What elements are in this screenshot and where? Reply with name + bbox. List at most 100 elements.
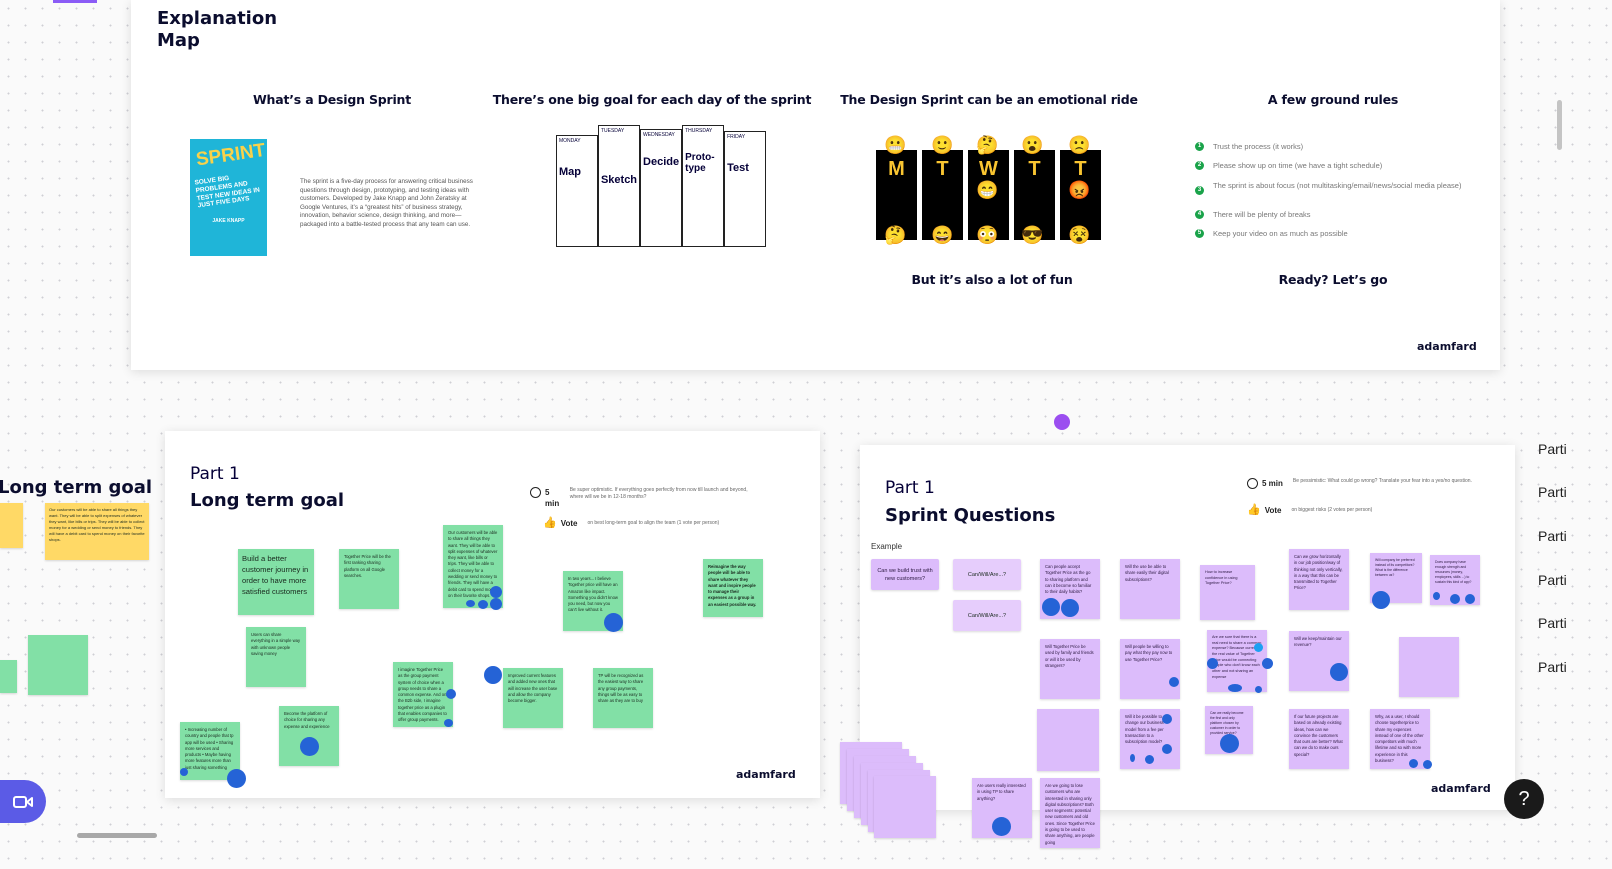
sticky-note[interactable]: Will the use be able to share easily the… (1120, 559, 1180, 619)
frame-part-label: Part 1 (885, 478, 935, 498)
sticky-note[interactable]: Will we keep/maintain our revenue? (1289, 631, 1349, 691)
example-sticky[interactable]: Can we build trust with new customers? (871, 559, 939, 590)
vote-dot (466, 600, 475, 607)
vote-dot (1220, 734, 1239, 753)
vote-dot (1162, 714, 1172, 724)
sprint-description: The sprint is a five-day process for ans… (300, 178, 473, 228)
sticky-note[interactable]: Our customers will be able to share all … (443, 525, 503, 608)
vote-dot (1169, 677, 1179, 687)
sprint-book-cover: SPRINT SOLVE BIG PROBLEMS AND TEST NEW I… (190, 139, 267, 256)
vote-dot (1061, 599, 1079, 617)
sticky-note[interactable] (1037, 709, 1099, 771)
vote-dot (227, 769, 246, 788)
vote-dot (1145, 755, 1154, 764)
heading-fun: But it’s also a lot of fun (911, 272, 1073, 287)
number-badge-1: 1 (1195, 142, 1204, 151)
partial-frame-label: Parti (1538, 441, 1567, 457)
sticky-note[interactable]: Together Price will be the first ranking… (339, 549, 399, 609)
heading-daily-goals: There’s one big goal for each day of the… (492, 92, 812, 107)
sticky-note[interactable]: TP will be recognized as the easiest way… (593, 668, 653, 728)
number-badge-5: 5 (1195, 229, 1204, 238)
partial-frame-title: Long term goal (0, 477, 153, 498)
sticky-note[interactable]: Improved current features and added new … (503, 668, 563, 728)
sticky-note[interactable]: Users can share everything in a simple w… (246, 627, 306, 687)
sticky-note[interactable]: Will Together Price be used by family an… (1040, 639, 1100, 699)
vote-dot (1330, 663, 1348, 681)
vote-dot (1433, 592, 1440, 600)
sticky-note[interactable]: Become the platform of choice for sharin… (279, 706, 339, 766)
daily-goals-sketch: MONDAY Map TUESDAY Sketch WEDNESDAY Decide … (556, 125, 767, 247)
rule-5: 5 Keep your video on as much as possible (1195, 229, 1465, 239)
vote-dot (1207, 658, 1218, 669)
vote-dot (490, 598, 502, 610)
vote-dot (300, 737, 319, 756)
sticky-note[interactable]: Will people be willing to pay what they … (1120, 639, 1180, 699)
frame-part-label: Part 1 (190, 464, 240, 484)
frame-title: Sprint Questions (885, 505, 1056, 526)
vote-instruction: 👍 Vote on biggest risks (2 votes per perso… (1247, 503, 1372, 518)
sticky-note[interactable]: Build a better customer journey in order… (238, 549, 314, 615)
explanation-map-frame[interactable]: Explanation Map What’s a Design Sprint Th… (131, 0, 1500, 370)
vote-dot (1423, 760, 1432, 769)
partial-frame-label: Parti (1538, 484, 1567, 500)
vote-dot (446, 689, 456, 699)
video-camera-icon (13, 795, 33, 808)
timer-instruction: 5 min Be super optimistic. If everything … (530, 487, 750, 509)
vote-dot (484, 666, 502, 684)
vote-dot (1255, 686, 1262, 693)
frame-title: Long term goal (190, 490, 345, 511)
timer-instruction: 5 min Be pessimistic: What could go wrong… (1247, 478, 1507, 489)
sticky-note-yellow[interactable]: Our customers will be able to share all … (45, 503, 149, 560)
sticky-note[interactable]: Reimagine the way people will be able to… (703, 559, 763, 617)
vote-dot (180, 768, 188, 776)
rule-2: 2 Please show up on time (we have a tight… (1195, 161, 1465, 171)
vote-dot (478, 600, 488, 609)
emotional-ride-chart: M T W T T (876, 150, 1101, 240)
frame-title: Explanation Map (157, 8, 278, 51)
template-sticky[interactable]: Can/Will/Are...? (953, 559, 1021, 590)
vote-dot (1130, 754, 1135, 762)
heading-ground-rules: A few ground rules (1267, 92, 1399, 107)
sticky-note[interactable]: Are we going to lose customers who are i… (1040, 778, 1100, 848)
sticky-note[interactable]: I imagine Together Price as the group pa… (393, 662, 453, 727)
heading-ready: Ready? Let’s go (1278, 272, 1388, 287)
vote-dot (1162, 744, 1172, 754)
sticky-note-yellow[interactable] (0, 503, 23, 548)
thumbs-up-icon: 👍 (543, 517, 557, 529)
rule-3: 3 The sprint is about focus (not multitas… (1195, 181, 1465, 195)
cursor-dot (1054, 414, 1070, 430)
help-button[interactable]: ? (1504, 779, 1544, 819)
number-badge-2: 2 (1195, 161, 1204, 170)
brand-logo: adamfard (1431, 782, 1491, 795)
sticky-note[interactable]: How to increase confidence in using Toge… (1200, 565, 1255, 620)
vote-dot (1450, 594, 1460, 604)
sticky-note[interactable]: If our future projects are based on alre… (1289, 709, 1349, 769)
sticky-note[interactable] (28, 635, 88, 695)
rule-4: 4 There will be plenty of breaks (1195, 210, 1465, 220)
number-badge-3: 3 (1195, 186, 1204, 195)
brand-logo: adamfard (736, 768, 796, 781)
brand-logo: adamfard (1417, 340, 1477, 353)
clock-icon (530, 487, 541, 498)
horizontal-scrollbar[interactable] (77, 833, 157, 838)
video-call-button[interactable] (0, 780, 46, 823)
sticky-note[interactable] (1399, 637, 1459, 697)
vote-dot (490, 586, 502, 598)
template-sticky[interactable]: Can/Will/Are...? (953, 600, 1021, 631)
partial-frame-label: Parti (1538, 615, 1567, 631)
vote-dot (1254, 643, 1263, 652)
sticky-note[interactable]: Why, as a user, I should choose together… (1370, 709, 1430, 769)
question-mark-icon: ? (1518, 788, 1530, 810)
vertical-scrollbar[interactable] (1557, 100, 1562, 150)
sticky-note[interactable] (0, 660, 17, 693)
vote-instruction: 👍 Vote on best long-term goal to align the… (543, 516, 719, 531)
sticky-note[interactable]: Can we grow horizontally in our job posi… (1289, 549, 1349, 610)
vote-dot (1042, 598, 1060, 616)
vote-dot (1262, 658, 1273, 669)
sticky-note[interactable]: Are we sure that there is a real need to… (1207, 630, 1267, 692)
rule-1: 1 Trust the process (it works) (1195, 142, 1465, 152)
vote-dot (1465, 594, 1475, 604)
partial-frame-label: Parti (1538, 572, 1567, 588)
selection-indicator (53, 0, 97, 3)
number-badge-4: 4 (1195, 210, 1204, 219)
